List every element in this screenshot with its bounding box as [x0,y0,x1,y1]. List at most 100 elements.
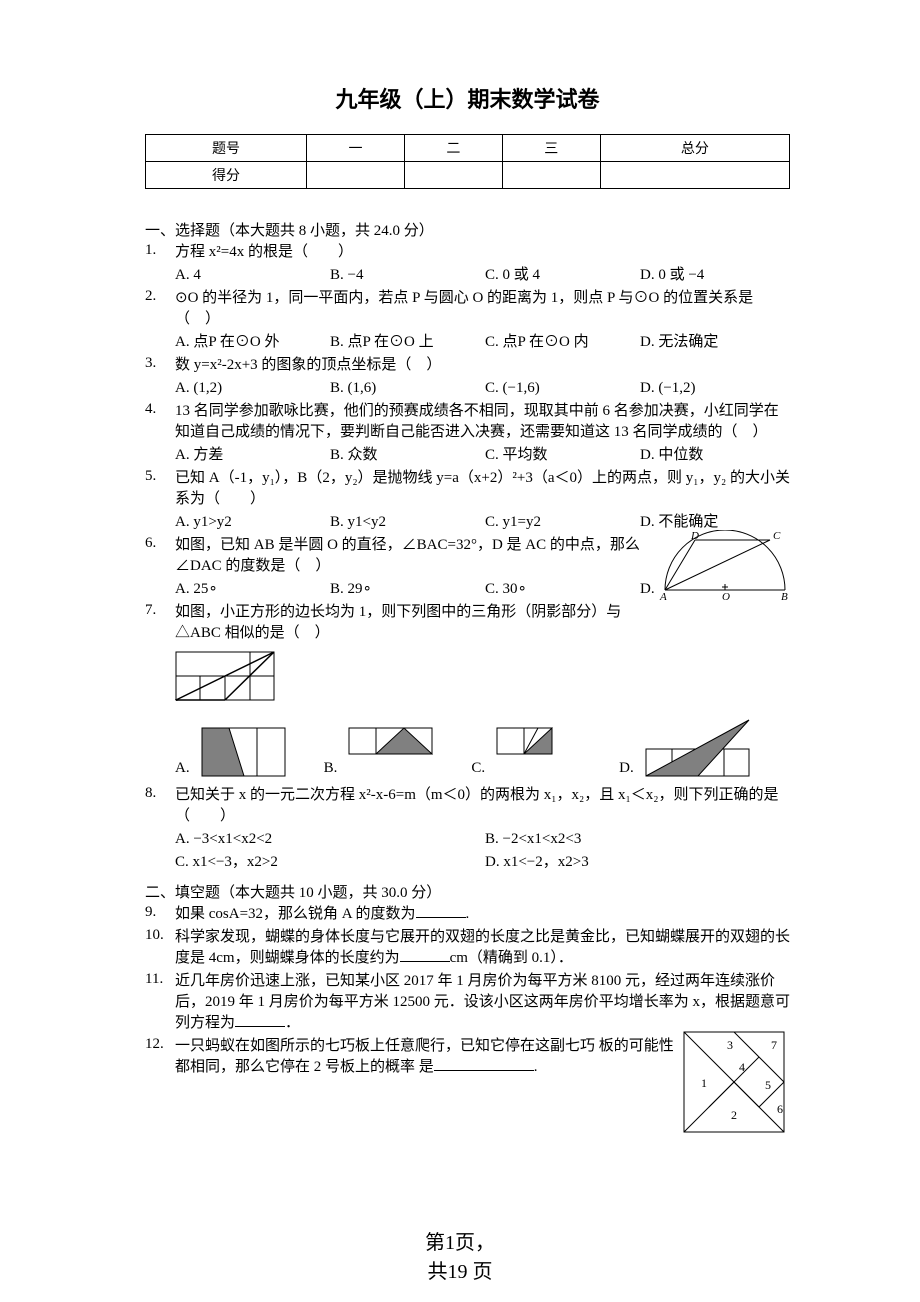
footer-line1: 第1页， [0,1226,920,1255]
q8-opt-b: B. −2<x1<x2<3 [485,829,795,850]
q3-opt-a: A. (1,2) [175,378,330,399]
q2-opt-d: D. 无法确定 [640,332,790,353]
q7-num: 7. [145,602,175,644]
question-6: 6. 如图，已知 AB 是半圆 O 的直径，∠BAC=32°，D 是 AC 的中… [145,535,790,600]
svg-text:A: A [270,651,275,654]
score-table: 题号 一 二 三 总分 得分 [145,134,790,189]
q12-blank [434,1070,534,1071]
page-title: 九年级（上）期末数学试卷 [145,82,790,114]
svg-text:7: 7 [771,1038,777,1052]
q5-opt-c: C. y1=y2 [485,512,640,533]
td-s2 [404,162,502,189]
q8-opt-d: D. x1<−2，x2>3 [485,852,795,873]
question-3: 3. 数 y=x²-2x+3 的图象的顶点坐标是（ ） A. (1,2) B. … [145,355,790,399]
svg-text:3: 3 [727,1038,733,1052]
q5-opt-a: A. y1>y2 [175,512,330,533]
section2-header: 二、填空题（本大题共 10 小题，共 30.0 分） [145,881,790,902]
question-11: 11. 近几年房价迅速上涨，已知某小区 2017 年 1 月房价为每平方米 81… [145,971,790,1034]
q4-num: 4. [145,401,175,466]
svg-text:D: D [690,530,699,542]
q1-opt-d: D. 0 或 −4 [640,265,790,286]
td-score: 得分 [146,162,307,189]
question-7: 7. 如图，小正方形的边长均为 1，则下列图中的三角形（阴影部分）与△ABC 相… [145,602,790,644]
q3-num: 3. [145,355,175,399]
q2-num: 2. [145,288,175,353]
q8-num: 8. [145,785,175,873]
q7-fig-a [201,727,286,777]
q5-opt-b: B. y1<y2 [330,512,485,533]
q11-num: 11. [145,971,175,1034]
q7-text: 如图，小正方形的边长均为 1，则下列图中的三角形（阴影部分）与△ABC 相似的是… [175,602,645,644]
q2-opt-b: B. 点P 在⊙O 上 [330,332,485,353]
svg-text:1: 1 [701,1076,707,1090]
th-3: 三 [502,135,600,162]
svg-text:C: C [773,530,781,542]
th-total: 总分 [600,135,789,162]
q12-text-after: . [534,1059,538,1075]
question-10: 10. 科学家发现，蝴蝶的身体长度与它展开的双翅的长度之比是黄金比，已知蝴蝶展开… [145,927,790,969]
q10-num: 10. [145,927,175,969]
q7-fig-d [645,719,750,777]
q6-num: 6. [145,535,175,600]
svg-text:A: A [659,591,667,602]
td-s3 [502,162,600,189]
question-12: 12. 一只蚂蚁在如图所示的七巧板上任意爬行，已知它停在这副七巧 板的可能性都相… [145,1036,790,1078]
q12-text-before: 一只蚂蚁在如图所示的七巧板上任意爬行，已知它停在这副七巧 板的可能性都相同，那么… [175,1038,674,1075]
q7-label-d: D. [619,760,634,777]
question-2: 2. ⊙O 的半径为 1，同一平面内，若点 P 与圆心 O 的距离为 1，则点 … [145,288,790,353]
question-1: 1. 方程 x²=4x 的根是（ ） A. 4 B. −4 C. 0 或 4 D… [145,242,790,286]
question-8: 8. 已知关于 x 的一元二次方程 x²-x-6=m（m＜0）的两根为 x₁，x… [145,785,790,873]
q1-opt-b: B. −4 [330,265,485,286]
tangram-figure: 3 7 4 1 5 6 2 [683,1031,785,1133]
q7-figure-options: A. B. C. D. [175,719,790,777]
th-num: 题号 [146,135,307,162]
q11-text-before: 近几年房价迅速上涨，已知某小区 2017 年 1 月房价为每平方米 8100 元… [175,973,790,1031]
q4-opt-a: A. 方差 [175,445,330,466]
q4-opt-d: D. 中位数 [640,445,790,466]
q8-opt-a: A. −3<x1<x2<2 [175,829,485,850]
q7-label-c: C. [471,760,485,777]
q5-text: 已知 A（-1，y₁），B（2，y₂）是抛物线 y=a（x+2）²+3（a＜0）… [175,468,790,510]
q3-opt-b: B. (1,6) [330,378,485,399]
q3-text: 数 y=x²-2x+3 的图象的顶点坐标是（ ） [175,355,790,376]
q2-opt-a: A. 点P 在⊙O 外 [175,332,330,353]
q10-blank [400,961,450,962]
svg-text:5: 5 [765,1078,771,1092]
q9-blank [416,917,466,918]
semicircle-figure: A B O C D [655,530,795,602]
q1-opt-a: A. 4 [175,265,330,286]
td-s1 [307,162,405,189]
q3-opt-c: C. (−1,6) [485,378,640,399]
q7-main-figure: A B C [175,651,275,701]
q1-text: 方程 x²=4x 的根是（ ） [175,242,790,263]
q1-opt-c: C. 0 或 4 [485,265,640,286]
q7-fig-b [348,727,433,777]
q7-fig-c [496,727,581,777]
svg-text:B: B [175,697,178,701]
q6-opt-b: B. 29∘ [330,579,485,600]
td-st [600,162,789,189]
svg-text:C: C [222,700,230,701]
q8-opt-c: C. x1<−3，x2>2 [175,852,485,873]
th-2: 二 [404,135,502,162]
q7-label-a: A. [175,760,190,777]
q6-text: 如图，已知 AB 是半圆 O 的直径，∠BAC=32°，D 是 AC 的中点，那… [175,535,645,577]
q9-text-after: . [466,906,470,922]
footer-line2: 共19 页 [0,1255,920,1284]
svg-text:B: B [781,591,788,602]
question-5: 5. 已知 A（-1，y₁），B（2，y₂）是抛物线 y=a（x+2）²+3（a… [145,468,790,533]
q9-text-before: 如果 cosA=32，那么锐角 A 的度数为 [175,906,416,922]
q6-opt-a: A. 25∘ [175,579,330,600]
q11-blank [235,1026,285,1027]
q5-num: 5. [145,468,175,533]
q2-opt-c: C. 点P 在⊙O 内 [485,332,640,353]
q8-text: 已知关于 x 的一元二次方程 x²-x-6=m（m＜0）的两根为 x₁，x₂，且… [175,785,795,827]
page-footer: 第1页， 共19 页 [0,1226,920,1284]
svg-text:4: 4 [739,1060,745,1074]
q4-opt-b: B. 众数 [330,445,485,466]
svg-text:2: 2 [731,1108,737,1122]
question-4: 4. 13 名同学参加歌咏比赛，他们的预赛成绩各不相同，现取其中前 6 名参加决… [145,401,790,466]
q4-text: 13 名同学参加歌咏比赛，他们的预赛成绩各不相同，现取其中前 6 名参加决赛，小… [175,401,790,443]
svg-text:O: O [722,591,730,602]
q1-num: 1. [145,242,175,286]
